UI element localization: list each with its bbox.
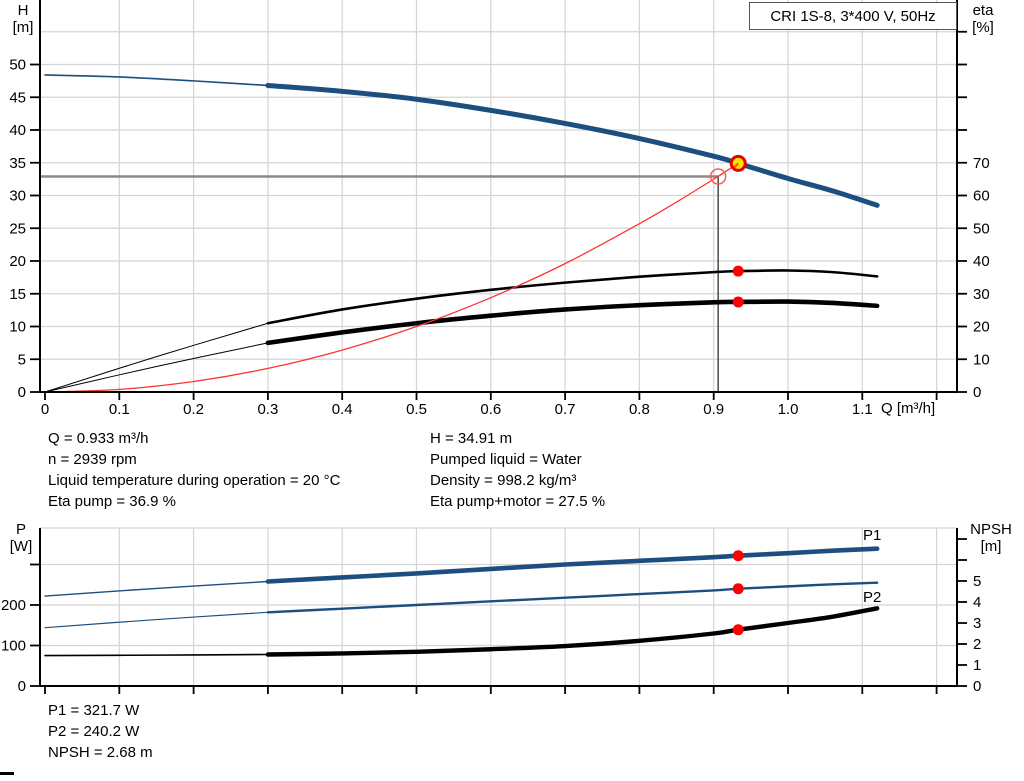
eta-pump-motor-point [732,296,744,308]
left-tick-label: 40 [9,122,26,139]
x-tick-label: 0.7 [555,401,576,418]
curve-p1 [265,546,880,584]
x-tick-label: 0.1 [109,401,130,418]
right-tick-label: 1 [973,657,981,674]
curve-title: CRI 1S-8, 3*400 V, 50Hz [770,7,936,25]
x-tick-label: 0 [41,401,49,418]
x-tick-label: 0.4 [332,401,353,418]
operating-data-left: Q = 0.933 m³/h n = 2939 rpm Liquid tempe… [48,428,340,512]
eta-pump-value: Eta pump = 36.9 % [48,493,176,510]
right-tick-label: 40 [973,253,990,270]
right-tick-label: 30 [973,286,990,303]
power-npsh-chart: P1 P2 0 100 200 0 1 2 3 4 5 [1,527,981,695]
left-tick-label: 0 [18,384,26,401]
liquid-temp-value: Liquid temperature during operation = 20… [48,472,341,489]
right-tick-label: 0 [973,384,981,401]
p1-value: P1 = 321.7 W [48,702,140,719]
speed-value: n = 2939 rpm [48,451,137,468]
q-axis-label: Q [m³/h] [881,400,936,417]
right-tick-label: 20 [973,319,990,336]
curve-npsh-thin [44,653,269,657]
npsh-axis-label: NPSH [m] [970,521,1012,555]
duty-crosshair [40,175,719,392]
right-tick-label: 3 [973,615,981,632]
right-tick-label: 70 [973,155,990,172]
curve-npsh [265,606,880,657]
curve-title-box: CRI 1S-8, 3*400 V, 50Hz [749,2,957,30]
curve-p1-thin [44,580,269,597]
left-tick-label: 25 [9,220,26,237]
x-tick-label: 0.3 [257,401,278,418]
bottom-edge-mark [0,772,14,775]
pumped-liquid-value: Pumped liquid = Water [430,451,582,468]
curve-eta-pump-motor [265,299,880,346]
npsh-value: NPSH = 2.68 m [48,744,153,761]
curve-p2-thin [44,611,269,629]
system-ref-point [709,168,727,185]
power-data-block: P1 = 321.7 W P2 = 240.2 W NPSH = 2.68 m [48,700,153,763]
p2-value: P2 = 240.2 W [48,723,140,740]
power-npsh-chart-axes: 0 100 200 0 1 2 3 4 5 [1,528,981,695]
curve-eta-pump-thin [44,322,269,393]
p-axis-label: P [W] [9,521,33,555]
p2-point [732,583,744,595]
x-tick-label: 1.1 [852,401,873,418]
right-tick-label: 5 [973,573,981,590]
right-tick-label: 50 [973,220,990,237]
curve-eta-pump-motor-thin [44,342,269,393]
x-tick-label: 1.0 [778,401,799,418]
curve-eta-pump [266,269,879,325]
density-value: Density = 998.2 kg/m³ [430,472,577,489]
x-tick-label: 0.2 [183,401,204,418]
duty-point [729,154,747,172]
left-tick-label: 45 [9,89,26,106]
left-tick-label: 10 [9,319,26,336]
hq-eta-chart-axes: 0 5 10 15 20 25 30 35 40 45 50 0 10 20 30 40 50 60 70 0 0.1 0… [9,0,990,418]
left-tick-label: 100 [1,638,26,655]
left-tick-label: 20 [9,253,26,270]
x-tick-label: 0.9 [703,401,724,418]
x-tick-label: 0.8 [629,401,650,418]
eta-pump-point [732,265,744,277]
left-tick-label: 30 [9,188,26,205]
right-tick-label: 4 [973,594,981,611]
curve-system-curve [44,162,739,393]
eta-pump-motor-value: Eta pump+motor = 27.5 % [430,493,606,510]
right-tick-label: 2 [973,636,981,653]
left-tick-label: 15 [9,286,26,303]
left-tick-label: 50 [9,57,26,74]
q-value: Q = 0.933 m³/h [48,430,149,447]
eta-axis-label: eta [%] [972,2,994,36]
x-tick-label: 0.6 [480,401,501,418]
curve-head-thin [44,74,269,87]
curve-p2 [266,581,879,614]
h-value: H = 34.91 m [430,430,513,447]
left-tick-label: 5 [18,351,26,368]
operating-data-right: H = 34.91 m Pumped liquid = Water Densit… [430,428,605,512]
left-tick-label: 0 [18,678,26,695]
p2-curve-label: P2 [863,589,881,606]
hq-eta-chart: 0 5 10 15 20 25 30 35 40 45 50 0 10 20 30 40 50 60 70 0 0.1 0… [9,0,990,418]
right-tick-label: 0 [973,678,981,695]
p1-curve-label: P1 [863,527,881,544]
x-tick-label: 0.5 [406,401,427,418]
left-tick-label: 200 [1,597,26,614]
hq-eta-chart-gridlines [40,0,957,392]
right-tick-label: 10 [973,351,990,368]
power-npsh-chart-gridlines [40,527,957,686]
left-tick-label: 35 [9,155,26,172]
p1-point [732,550,744,562]
npsh-point [732,624,744,636]
h-axis-label: H [m] [12,2,34,36]
right-tick-label: 60 [973,188,990,205]
curve-head [265,82,880,208]
